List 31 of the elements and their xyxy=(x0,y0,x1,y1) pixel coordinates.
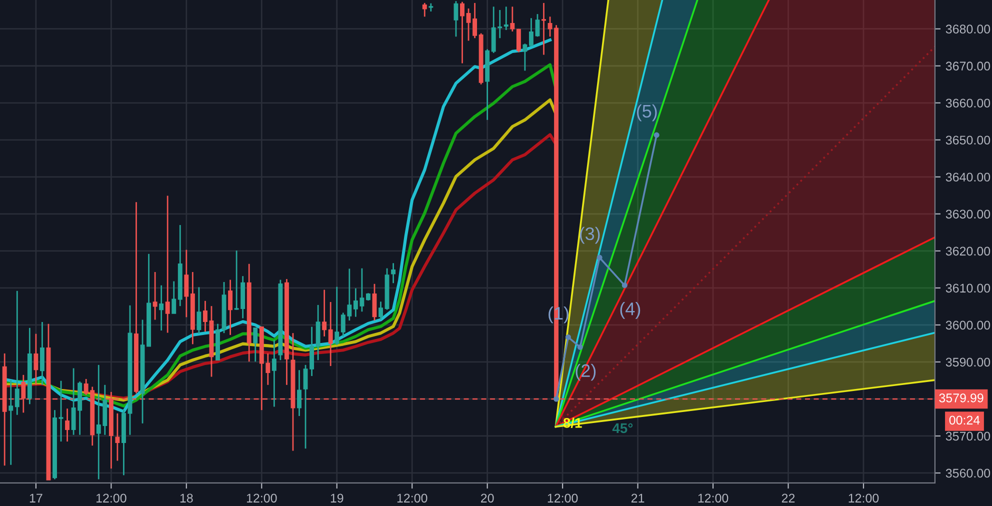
y-tick-label: 3640.00 xyxy=(946,172,990,182)
annotation: (5) xyxy=(636,104,657,122)
y-tick-label: 3650.00 xyxy=(946,136,990,145)
y-tick-label: 3600.00 xyxy=(946,320,990,330)
x-tick-label: 12:00 xyxy=(548,494,578,503)
text: 00:24 xyxy=(949,416,980,425)
x-tick-label: 12:00 xyxy=(848,494,879,503)
x-tick-label: 20 xyxy=(481,494,494,503)
y-tick-label: 3560.00 xyxy=(946,468,990,478)
x-tick-label: 19 xyxy=(330,494,344,503)
annotation: 45° xyxy=(612,423,633,434)
y-tick-label: 3630.00 xyxy=(946,210,990,219)
x-tick-label: 17 xyxy=(30,494,42,502)
y-tick-label: 3670.00 xyxy=(946,62,990,71)
annotation: (3) xyxy=(580,226,600,244)
x-tick-label: 22 xyxy=(782,494,795,502)
x-tick-label: 18 xyxy=(180,494,193,503)
ref-line-label: 3579.99 xyxy=(939,394,984,402)
annotation: (4) xyxy=(620,302,640,319)
x-tick-label: 12:00 xyxy=(246,494,277,503)
y-tick-label: 3610.00 xyxy=(946,284,990,293)
y-tick-label: 3570.00 xyxy=(946,432,990,441)
y-tick-label: 3620.00 xyxy=(946,246,990,256)
x-tick-label: 12:00 xyxy=(397,494,428,503)
x-tick-label: 21 xyxy=(631,494,644,502)
annotation: 8/1 xyxy=(563,418,582,428)
y-tick-label: 3680.00 xyxy=(946,24,990,34)
x-tick-label: 12:00 xyxy=(698,494,728,503)
y-tick-label: 3660.00 xyxy=(946,98,990,108)
y-tick-label: 3590.00 xyxy=(946,358,990,367)
x-tick-label: 12:00 xyxy=(96,494,126,503)
